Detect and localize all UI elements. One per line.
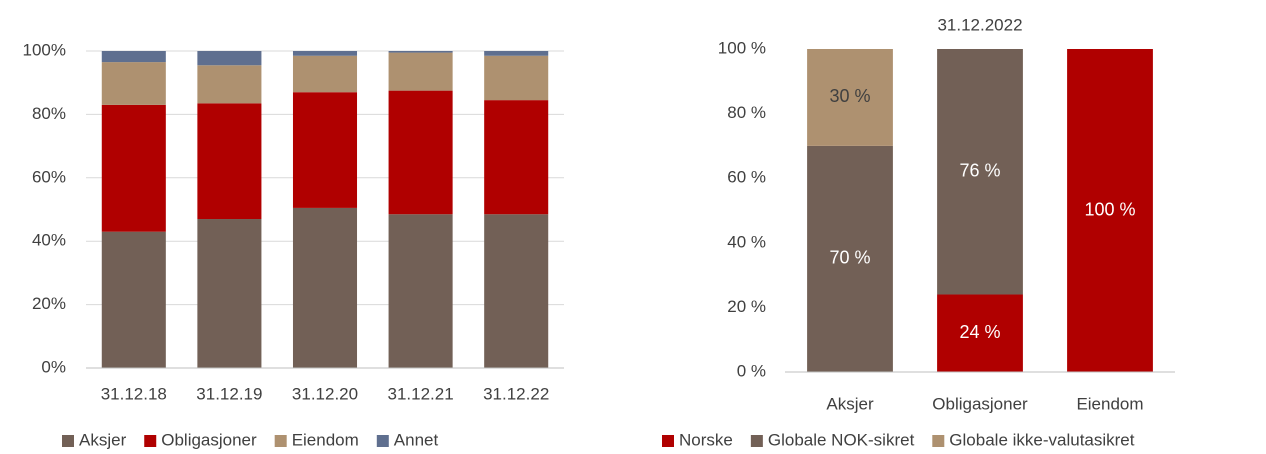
y-tick-label: 80%	[32, 104, 66, 123]
legend-swatch	[662, 435, 674, 447]
bar-segment	[484, 214, 549, 368]
bar-segment	[484, 55, 549, 101]
legend-label: Globale ikke-valutasikret	[949, 430, 1134, 449]
bar-segment	[101, 104, 166, 232]
y-tick-label: 40 %	[727, 232, 766, 251]
bar-segment	[388, 214, 453, 368]
legend-swatch	[750, 435, 763, 447]
y-tick-label: 80 %	[727, 103, 766, 122]
bar-segment	[197, 65, 262, 104]
x-tick-label: Aksjer	[826, 394, 874, 413]
y-tick-label: 20%	[32, 294, 66, 313]
data-label: 30 %	[829, 86, 870, 106]
data-label: 100 %	[1084, 199, 1135, 219]
x-tick-label: 31.12.21	[388, 384, 454, 403]
bar-segment	[937, 294, 1023, 372]
x-tick-label: 31.12.19	[196, 384, 262, 403]
bar-segment	[292, 92, 358, 208]
y-tick-label: 0%	[41, 357, 66, 376]
bar-segment	[1067, 49, 1153, 372]
bar-segment	[292, 207, 358, 368]
bar-segment	[937, 49, 1023, 295]
legend-swatch	[376, 435, 389, 447]
legend-label: Aksjer	[79, 430, 127, 449]
bar-segment	[484, 100, 549, 215]
legend-label: Eiendom	[292, 430, 359, 449]
bar-segment	[388, 52, 453, 91]
bar-segment	[292, 51, 358, 56]
data-label: 24 %	[959, 322, 1000, 342]
bar-segment	[807, 49, 893, 146]
legend-swatch	[932, 435, 945, 447]
y-tick-label: 40%	[32, 231, 66, 250]
legend-label: Norske	[679, 430, 733, 449]
legend-swatch	[144, 435, 157, 447]
bar-segment	[101, 231, 166, 368]
bar-segment	[292, 55, 358, 93]
data-label: 76 %	[959, 160, 1000, 180]
x-tick-label: 31.12.18	[101, 384, 167, 403]
legend-label: Globale NOK-sikret	[768, 430, 915, 449]
bar-segment	[388, 90, 453, 215]
y-tick-label: 0 %	[737, 361, 766, 380]
x-tick-label: 31.12.22	[483, 384, 549, 403]
y-tick-label: 60 %	[727, 168, 766, 187]
y-tick-label: 20 %	[727, 297, 766, 316]
y-tick-label: 100 %	[718, 38, 766, 57]
x-tick-label: Obligasjoner	[932, 394, 1028, 413]
x-tick-label: Eiendom	[1076, 394, 1143, 413]
data-label: 70 %	[829, 248, 870, 268]
bar-segment	[197, 103, 262, 220]
y-tick-label: 100%	[23, 40, 66, 59]
legend-swatch	[274, 435, 287, 447]
bar-segment	[388, 51, 453, 53]
bar-segment	[197, 219, 262, 368]
bar-segment	[197, 51, 262, 66]
bar-segment	[484, 51, 549, 56]
y-tick-label: 60%	[32, 167, 66, 186]
x-tick-label: 31.12.20	[292, 384, 358, 403]
legend-label: Annet	[394, 430, 439, 449]
legend-label: Obligasjoner	[161, 430, 257, 449]
legend-swatch	[62, 435, 74, 447]
bar-segment	[101, 62, 166, 105]
bar-segment	[807, 145, 893, 372]
bar-segment	[101, 51, 166, 63]
chart-title: 31.12.2022	[937, 15, 1022, 34]
